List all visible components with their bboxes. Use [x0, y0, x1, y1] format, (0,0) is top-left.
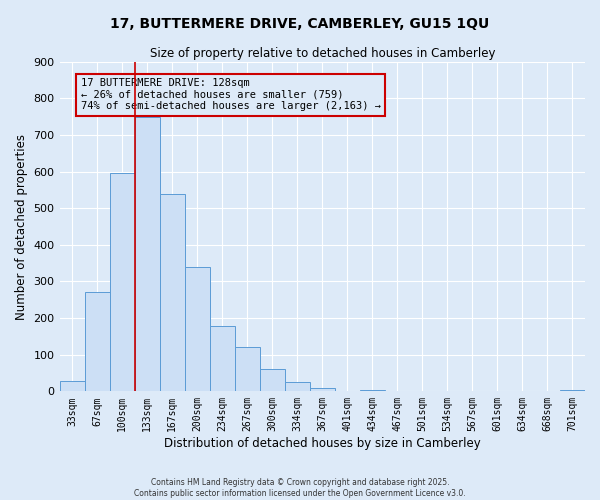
Bar	[185, 267, 209, 392]
Bar	[160, 194, 185, 392]
Title: Size of property relative to detached houses in Camberley: Size of property relative to detached ho…	[149, 48, 495, 60]
X-axis label: Distribution of detached houses by size in Camberley: Distribution of detached houses by size …	[164, 437, 481, 450]
Bar	[59, 382, 85, 392]
Bar	[235, 348, 260, 392]
Bar	[134, 116, 160, 392]
Text: Contains HM Land Registry data © Crown copyright and database right 2025.
Contai: Contains HM Land Registry data © Crown c…	[134, 478, 466, 498]
Bar	[310, 388, 335, 392]
Bar	[85, 292, 110, 392]
Bar	[209, 326, 235, 392]
Text: 17, BUTTERMERE DRIVE, CAMBERLEY, GU15 1QU: 17, BUTTERMERE DRIVE, CAMBERLEY, GU15 1Q…	[110, 18, 490, 32]
Bar	[110, 172, 134, 392]
Bar	[260, 368, 285, 392]
Bar	[285, 382, 310, 392]
Text: 17 BUTTERMERE DRIVE: 128sqm
← 26% of detached houses are smaller (759)
74% of se: 17 BUTTERMERE DRIVE: 128sqm ← 26% of det…	[80, 78, 380, 112]
Bar	[560, 390, 585, 392]
Y-axis label: Number of detached properties: Number of detached properties	[15, 134, 28, 320]
Bar	[360, 390, 385, 392]
